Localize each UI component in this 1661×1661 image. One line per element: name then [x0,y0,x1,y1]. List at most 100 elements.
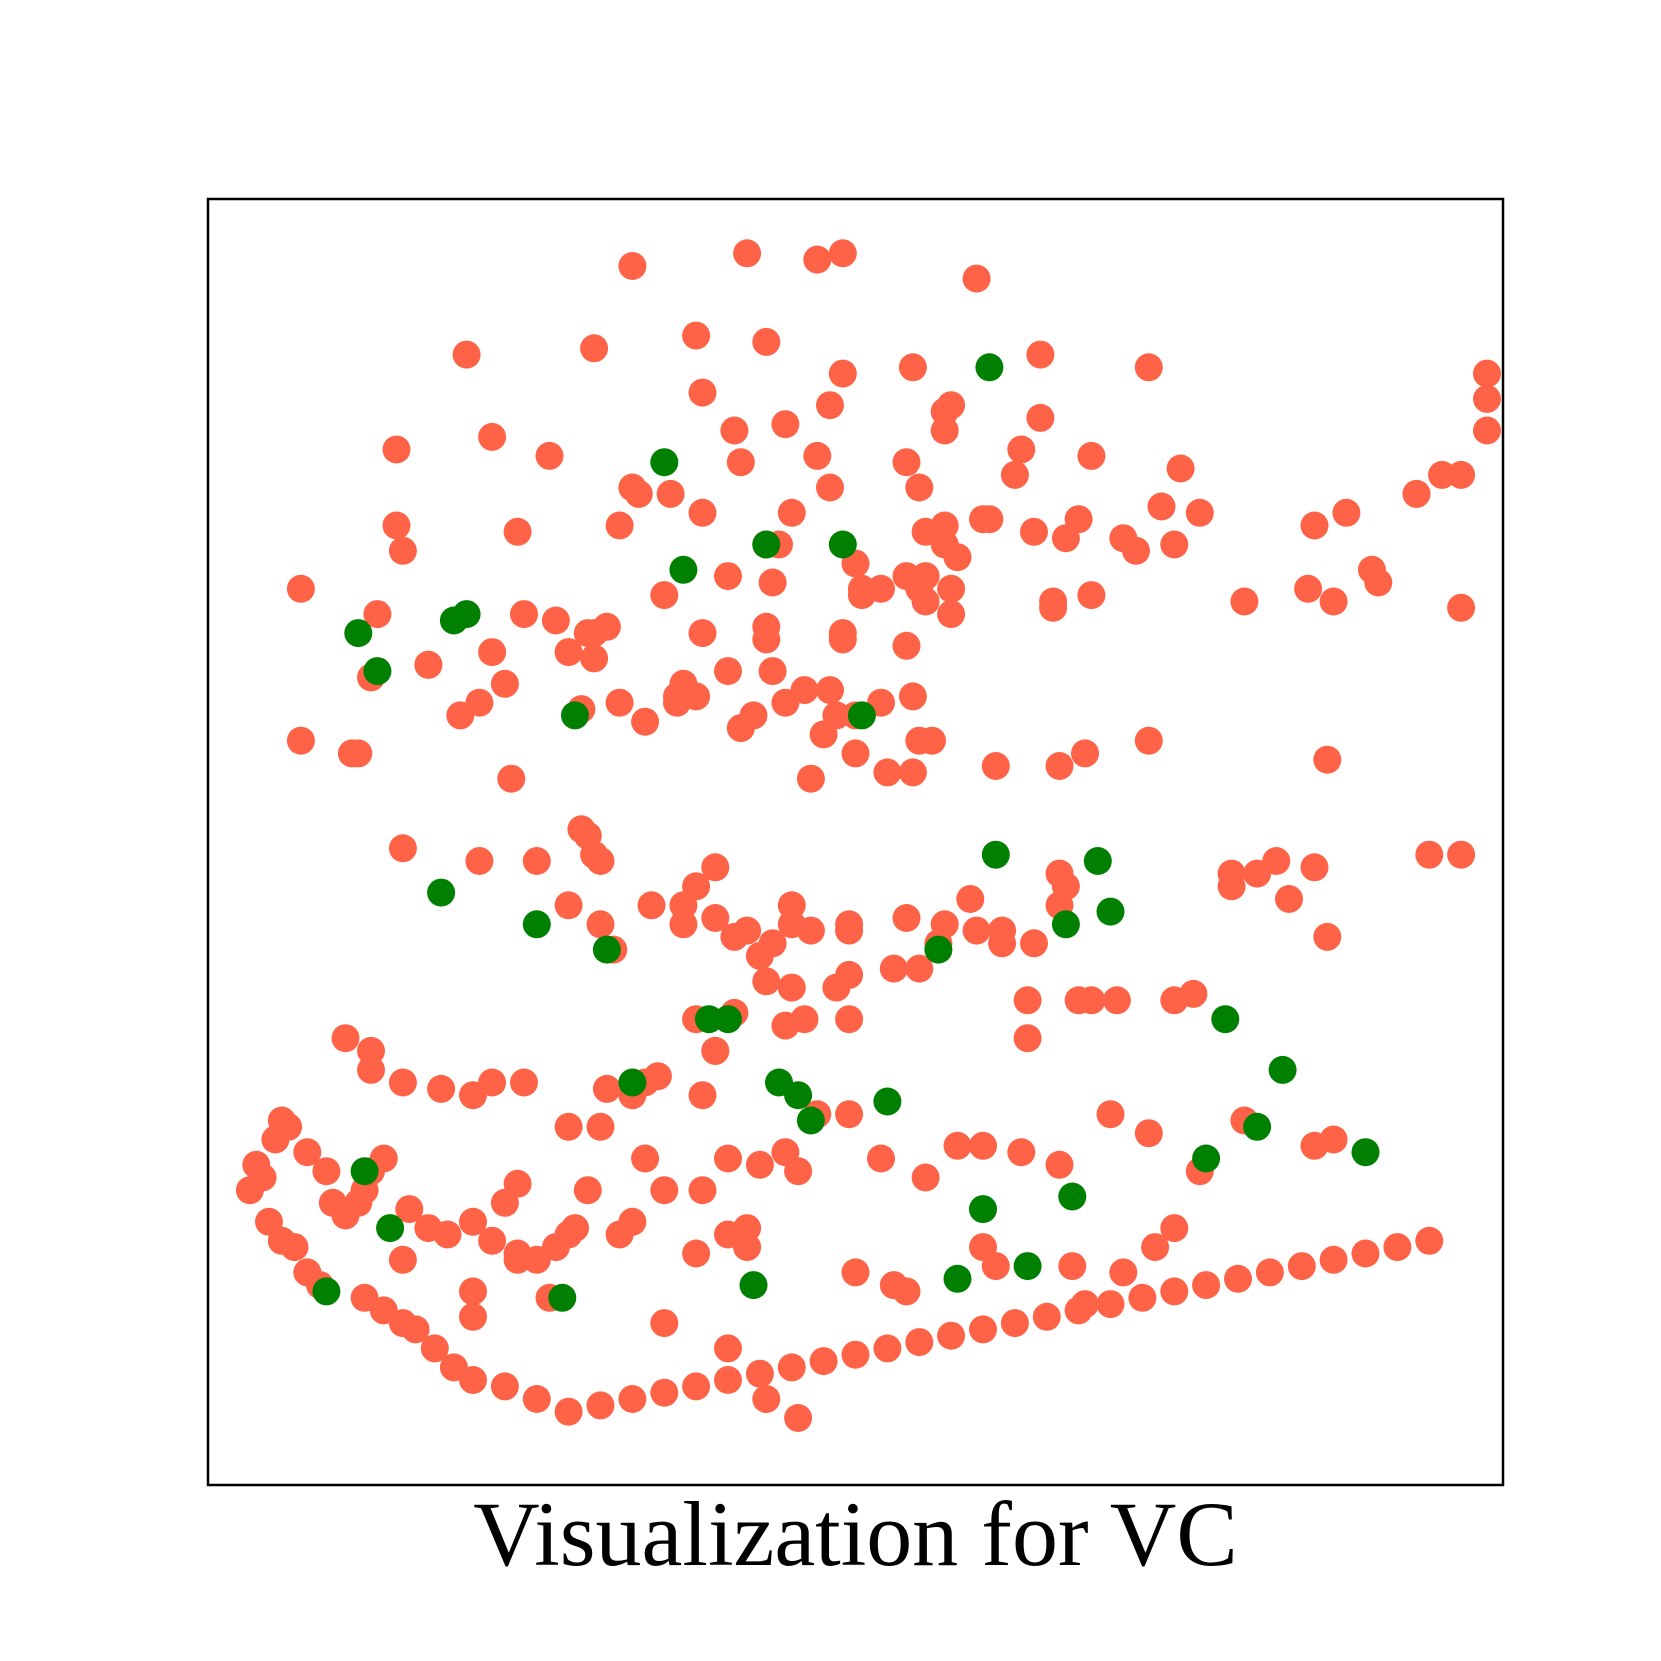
scatter-point-orange [898,682,927,711]
scatter-point-green [1058,1182,1087,1211]
scatter-point-orange [726,714,755,743]
scatter-point-orange [1192,1271,1221,1300]
scatter-point-orange [605,1220,634,1249]
scatter-point-orange [1071,739,1099,768]
scatter-point-green [796,1106,825,1135]
scatter-point-orange [1166,454,1195,483]
scatter-point-green [363,657,392,686]
scatter-point-green [1243,1112,1272,1141]
scatter-point-orange [1134,726,1163,755]
scatter-point-orange [1160,530,1189,559]
scatter-point-orange [905,1328,934,1357]
scatter-point-orange [911,562,940,591]
scatter-point-orange [918,726,946,755]
scatter-point-orange [1332,498,1361,527]
scatter-point-orange [892,448,921,477]
scatter-point-orange [701,853,730,882]
scatter-point-orange [1415,1226,1444,1255]
scatter-point-orange [682,1372,711,1401]
scatter-point-orange [758,568,787,597]
scatter-point-orange [1064,1296,1093,1325]
scatter-point-orange [714,1334,742,1363]
scatter-point-orange [1013,1024,1042,1053]
scatter-point-orange [930,511,959,540]
scatter-point-orange [261,1125,290,1154]
scatter-point-orange [1255,1258,1284,1287]
scatter-point-green [592,935,621,964]
scatter-point-orange [344,739,373,768]
scatter-point-orange [1294,574,1323,603]
scatter-point-orange [280,1233,309,1262]
scatter-point-orange [592,1074,621,1103]
scatter-point-orange [1287,1252,1316,1281]
scatter-point-orange [478,422,507,451]
scatter-point-orange [1007,435,1036,464]
scatter-point-orange [1020,517,1048,546]
scatter-point-orange [433,1220,462,1249]
scatter-point-orange [580,619,609,648]
scatter-point-orange [286,726,315,755]
scatter-point-orange [726,448,755,477]
scatter-point-orange [784,1404,813,1432]
scatter-point-orange [293,1138,322,1167]
scatter-point-green [548,1283,577,1312]
scatter-point-orange [1415,840,1444,869]
scatter-point-orange [841,739,870,768]
scatter-point-orange [1026,403,1055,432]
scatter-point-orange [1217,872,1246,901]
scatter-point-green [522,910,551,939]
scatter-point-orange [898,353,927,382]
scatter-point-orange [1051,524,1080,553]
scatter-point-orange [580,644,609,673]
scatter-point-green [1083,847,1112,875]
scatter-point-orange [497,764,526,793]
scatter-point-green [1013,1252,1042,1281]
scatter-point-orange [1313,922,1342,951]
scatter-point-orange [388,834,417,863]
scatter-point-orange [988,916,1017,945]
scatter-point-orange [1134,1119,1163,1148]
scatter-point-green [714,1005,742,1034]
scatter-point-orange [490,1372,519,1401]
scatter-point-orange [312,1157,341,1186]
scatter-point-orange [388,1068,417,1097]
scatter-point-orange [1313,745,1342,774]
scatter-point-orange [701,904,730,932]
scatter-point-orange [503,1239,532,1268]
scatter-point-orange [745,1359,774,1388]
scatter-point-orange [478,638,507,667]
scatter-point-orange [981,1252,1010,1281]
scatter-point-orange [682,1239,711,1268]
scatter-point-orange [510,600,538,629]
scatter-point-orange [586,1112,615,1141]
scatter-point-orange [510,1068,538,1097]
scatter-point-orange [586,910,615,939]
scatter-point-green [350,1157,379,1186]
scatter-point-green [344,619,373,648]
scatter-point-orange [522,1385,551,1413]
scatter-point-orange [828,625,857,654]
scatter-point-orange [816,391,844,420]
scatter-point-orange [714,562,742,591]
scatter-point-orange [809,1347,838,1376]
scatter-point-orange [733,1233,762,1262]
scatter-point-orange [962,916,991,945]
scatter-point-orange [898,758,927,787]
scatter-point-orange [816,473,844,502]
scatter-point-green [1051,910,1080,939]
scatter-point-orange [911,1163,940,1192]
scatter-point-orange [867,574,895,603]
scatter-point-orange [688,1176,717,1205]
scatter-point-orange [1007,1138,1036,1167]
scatter-point-orange [1262,847,1291,875]
scatter-point-orange [650,1176,679,1205]
scatter-point-orange [714,657,742,686]
scatter-point-orange [835,916,864,945]
scatter-point-orange [745,1150,774,1179]
scatter-point-orange [618,252,647,280]
plot-frame [206,197,1505,1487]
scatter-point-orange [1128,1283,1157,1312]
scatter-point-green [1096,897,1125,926]
scatter-point-orange [777,498,806,527]
scatter-point-green [439,606,468,635]
